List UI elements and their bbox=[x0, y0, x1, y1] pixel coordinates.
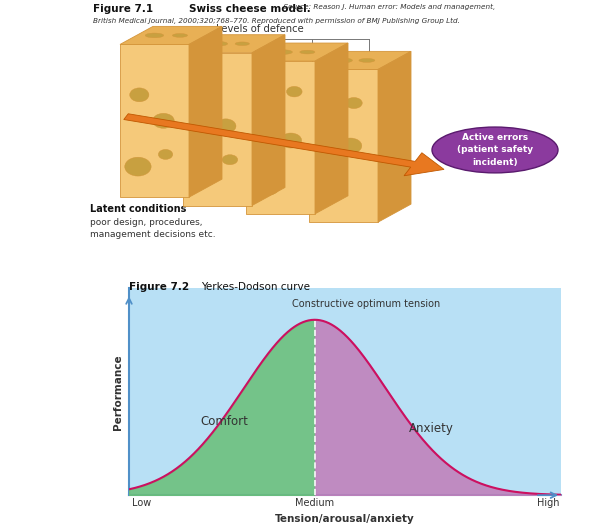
Text: Swiss cheese model.: Swiss cheese model. bbox=[189, 4, 311, 14]
Polygon shape bbox=[378, 51, 411, 222]
Y-axis label: Performance: Performance bbox=[113, 354, 124, 430]
Polygon shape bbox=[189, 26, 222, 197]
Text: Constructive optimum tension: Constructive optimum tension bbox=[292, 299, 441, 309]
Polygon shape bbox=[120, 45, 189, 197]
Text: British Medical Journal, 2000;320;768–770. Reproduced with permission of BMJ Pub: British Medical Journal, 2000;320;768–77… bbox=[93, 18, 460, 24]
Ellipse shape bbox=[432, 127, 558, 173]
Ellipse shape bbox=[130, 88, 149, 102]
Text: Anxiety: Anxiety bbox=[409, 422, 454, 435]
Polygon shape bbox=[309, 69, 378, 222]
Ellipse shape bbox=[280, 133, 302, 148]
Text: Levels of defence: Levels of defence bbox=[216, 24, 304, 34]
Polygon shape bbox=[252, 35, 285, 205]
Ellipse shape bbox=[158, 149, 173, 159]
Polygon shape bbox=[246, 61, 315, 214]
Polygon shape bbox=[183, 53, 252, 205]
Polygon shape bbox=[309, 51, 411, 69]
Polygon shape bbox=[315, 43, 348, 214]
Ellipse shape bbox=[152, 113, 174, 128]
Ellipse shape bbox=[190, 163, 215, 181]
Ellipse shape bbox=[235, 42, 250, 46]
Ellipse shape bbox=[286, 86, 302, 97]
Ellipse shape bbox=[254, 177, 280, 195]
Ellipse shape bbox=[125, 157, 151, 176]
Text: Comfort: Comfort bbox=[200, 415, 248, 428]
Text: Active errors
(patient safety
incident): Active errors (patient safety incident) bbox=[457, 133, 533, 167]
Ellipse shape bbox=[300, 50, 315, 54]
Ellipse shape bbox=[320, 116, 340, 130]
Ellipse shape bbox=[172, 34, 188, 37]
Text: Source: Reason J. Human error: Models and management,: Source: Reason J. Human error: Models an… bbox=[279, 4, 495, 10]
Text: Yerkes-Dodson curve: Yerkes-Dodson curve bbox=[201, 282, 310, 292]
Ellipse shape bbox=[254, 103, 273, 117]
Text: poor design, procedures,
management decisions etc.: poor design, procedures, management deci… bbox=[90, 218, 215, 239]
Ellipse shape bbox=[196, 92, 214, 105]
Polygon shape bbox=[120, 26, 222, 45]
Polygon shape bbox=[183, 35, 285, 53]
Polygon shape bbox=[124, 114, 444, 176]
Ellipse shape bbox=[222, 155, 238, 165]
Text: Figure 7.2: Figure 7.2 bbox=[129, 282, 189, 292]
Ellipse shape bbox=[333, 58, 352, 63]
Ellipse shape bbox=[359, 59, 375, 62]
Ellipse shape bbox=[274, 50, 292, 54]
Text: Figure 7.1: Figure 7.1 bbox=[93, 4, 153, 14]
Ellipse shape bbox=[346, 97, 362, 108]
X-axis label: Tension/arousal/anxiety: Tension/arousal/anxiety bbox=[275, 514, 415, 523]
Ellipse shape bbox=[145, 33, 164, 38]
Ellipse shape bbox=[339, 138, 362, 154]
Ellipse shape bbox=[210, 41, 227, 46]
Text: Latent conditions: Latent conditions bbox=[90, 204, 187, 214]
Ellipse shape bbox=[313, 182, 340, 201]
Ellipse shape bbox=[215, 119, 236, 133]
Polygon shape bbox=[246, 43, 348, 61]
